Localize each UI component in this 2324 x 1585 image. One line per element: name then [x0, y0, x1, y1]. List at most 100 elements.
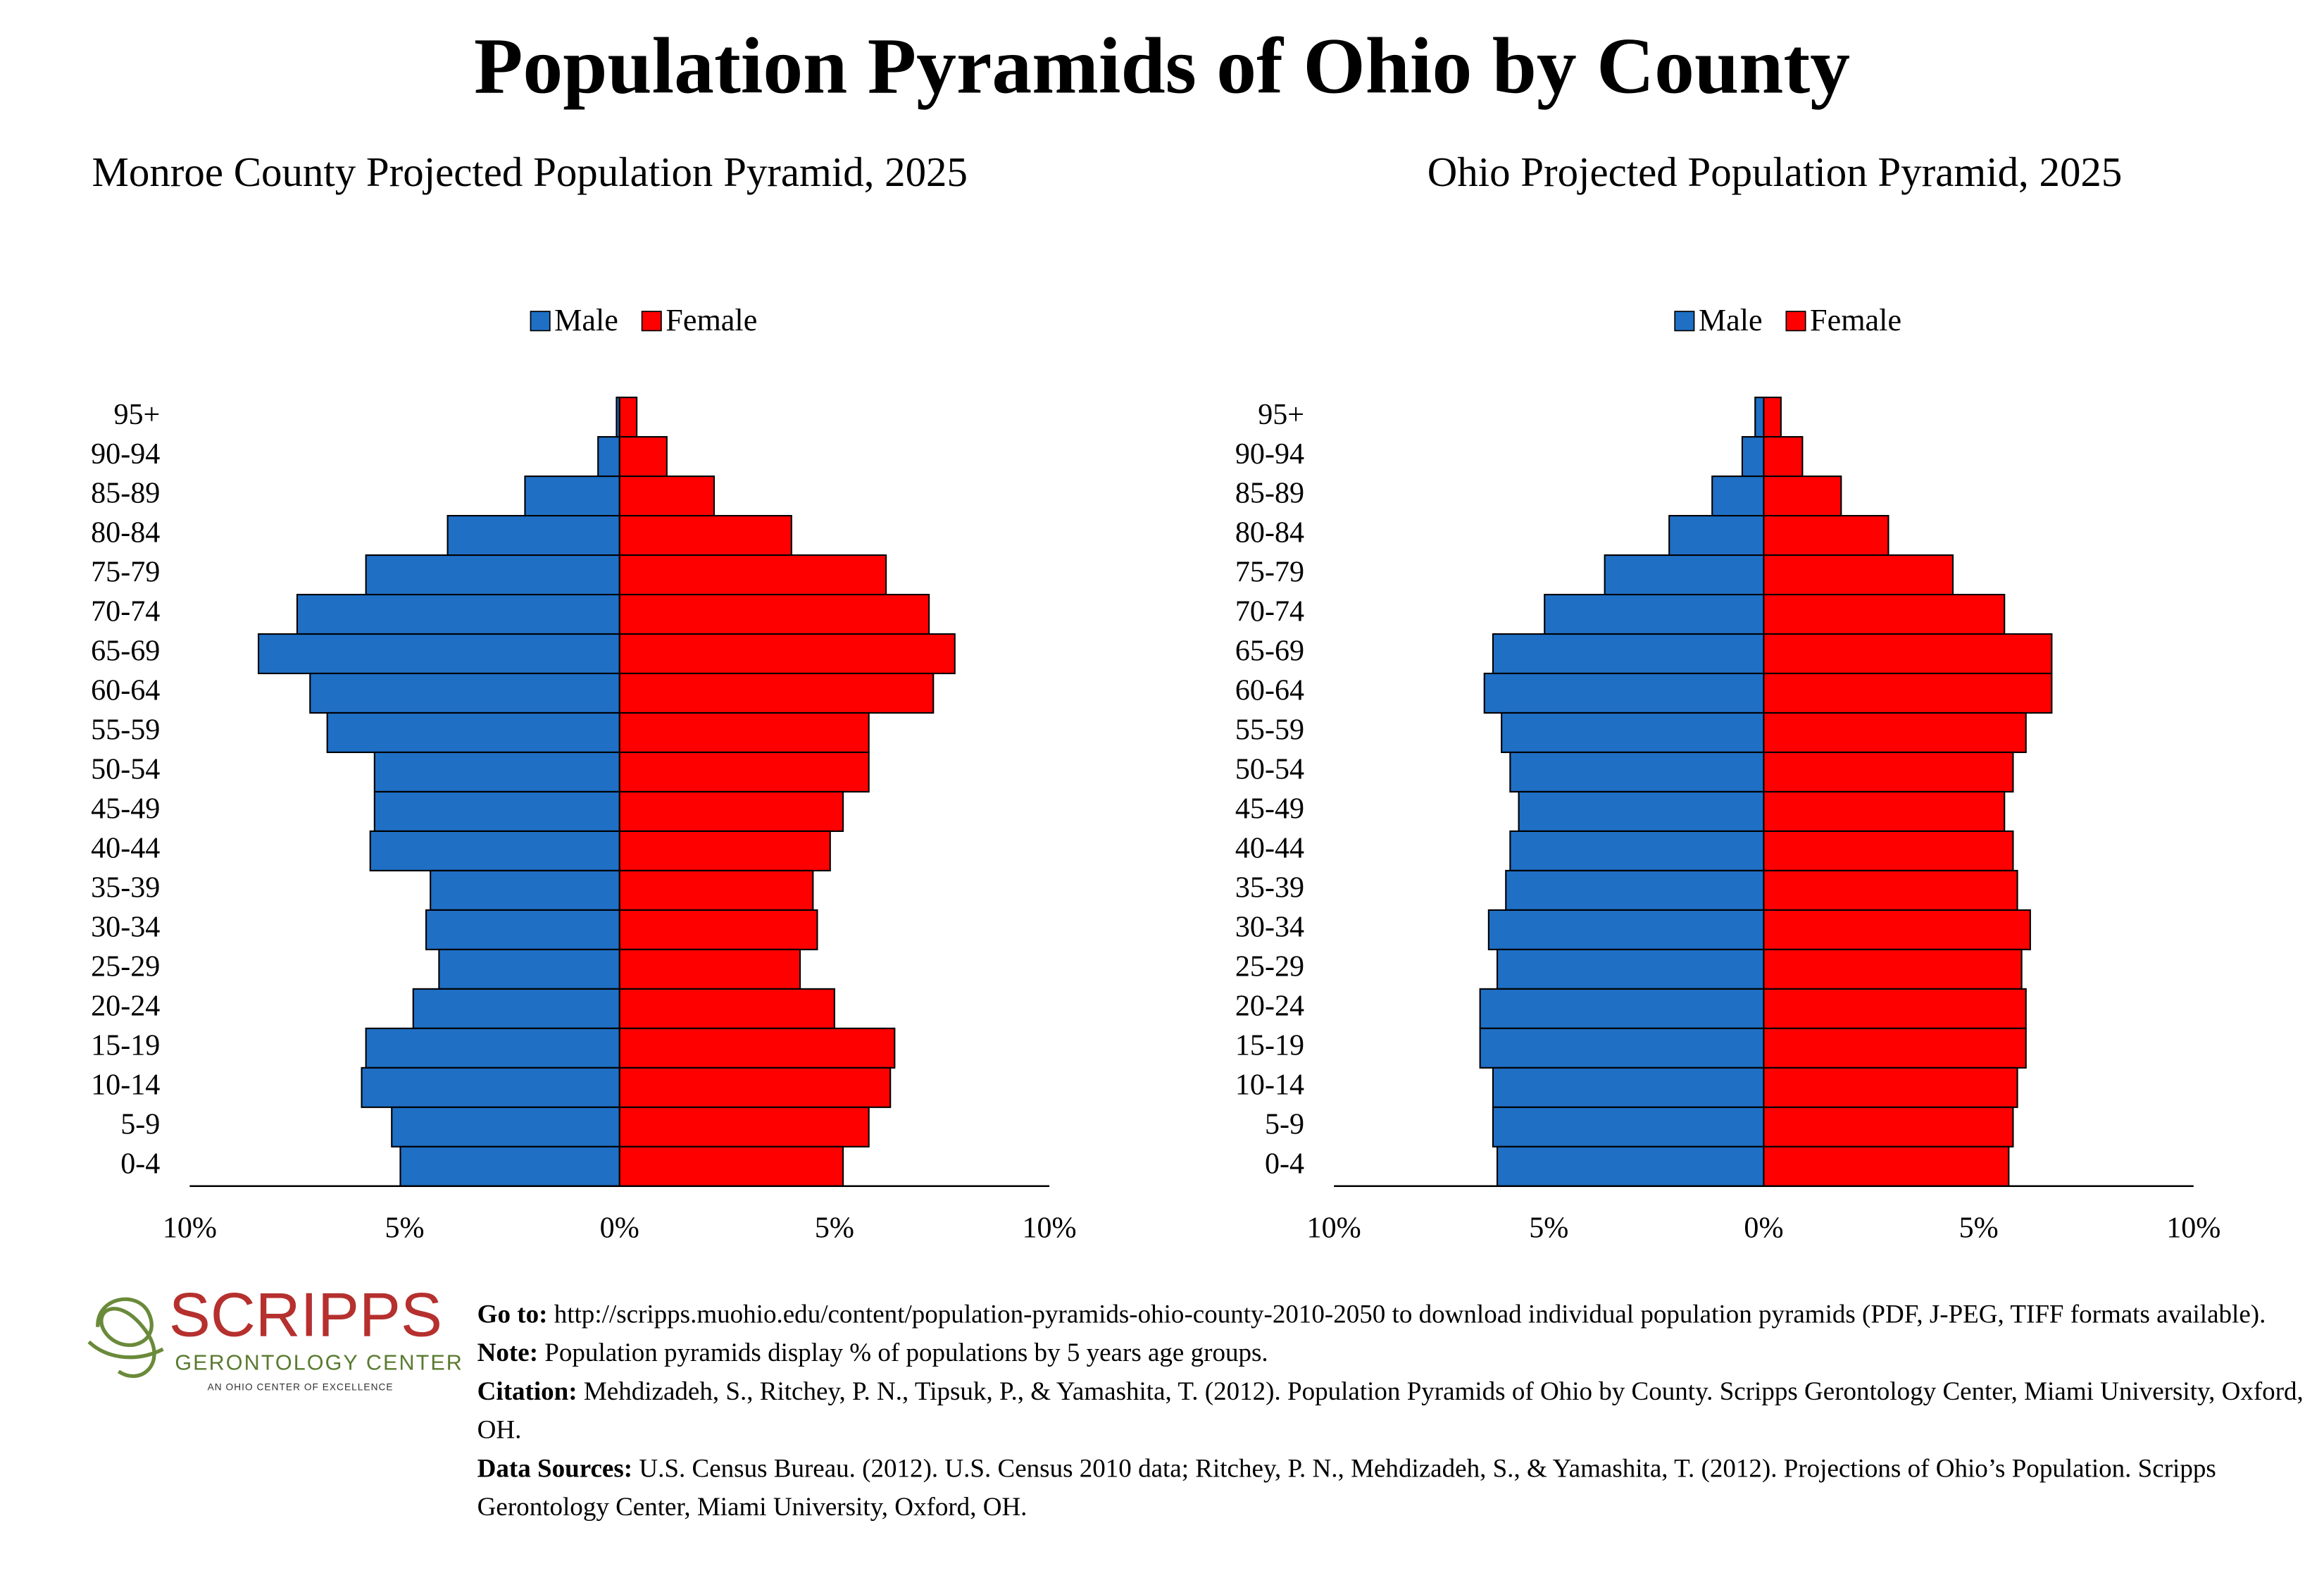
y-tick-label: 35-39 — [1235, 871, 1304, 905]
legend-label: Male — [1699, 303, 1763, 337]
bar — [618, 830, 831, 871]
bar — [1509, 751, 1765, 792]
logo: SCRIPPS GERONTOLOGY CENTER AN OHIO CENTE… — [87, 1280, 463, 1393]
bar — [361, 1067, 620, 1108]
y-tick-label: 15-19 — [1235, 1028, 1304, 1062]
y-tick-label: 55-59 — [91, 714, 160, 747]
note: Citation: Mehdizadeh, S., Ritchey, P. N.… — [477, 1372, 2316, 1448]
bar — [1711, 476, 1765, 517]
y-tick-label: 10-14 — [1235, 1068, 1304, 1101]
bar — [1763, 711, 2027, 754]
y-tick-label: 95+ — [113, 398, 160, 431]
bar — [438, 948, 620, 990]
bar — [1492, 1067, 1765, 1108]
bar — [1754, 397, 1765, 438]
bar — [1501, 711, 1765, 754]
bar — [1763, 751, 2014, 792]
bar — [618, 633, 956, 675]
bar — [391, 1106, 620, 1148]
logo-name: SCRIPPS — [169, 1280, 442, 1350]
bar — [365, 1027, 620, 1069]
note-label: Go to: — [477, 1298, 548, 1329]
bar — [1763, 1027, 2027, 1069]
bar — [399, 1145, 620, 1187]
y-tick-label: 80-84 — [91, 516, 160, 549]
bar — [309, 672, 620, 714]
bar — [1763, 830, 2014, 871]
notes: Go to: http://scripps.muohio.edu/content… — [477, 1294, 2316, 1525]
bar — [618, 672, 935, 714]
x-tick-label: 10% — [1307, 1212, 1361, 1245]
y-tick-label: 5-9 — [1265, 1107, 1304, 1140]
bar — [1763, 1067, 2018, 1108]
x-tick-label: 10% — [163, 1212, 217, 1245]
legend-swatch — [530, 311, 551, 332]
y-tick-label: 50-54 — [91, 753, 160, 786]
x-tick-label: 5% — [1529, 1212, 1568, 1245]
bar — [618, 948, 801, 990]
bar — [618, 790, 844, 832]
x-tick-label: 5% — [815, 1212, 854, 1245]
logo-swirl — [87, 1297, 164, 1379]
y-tick-label: 80-84 — [1235, 516, 1304, 549]
note-text: Mehdizadeh, S., Ritchey, P. N., Tipsuk, … — [477, 1376, 2304, 1444]
bar — [524, 476, 620, 517]
bar — [618, 988, 835, 1029]
bar — [618, 869, 814, 911]
bar — [1497, 948, 1765, 990]
bar — [1497, 1145, 1765, 1187]
bar — [618, 554, 887, 596]
y-tick-label: 55-59 — [1235, 714, 1304, 747]
y-tick-label: 25-29 — [91, 950, 160, 983]
logo-subtitle: GERONTOLOGY CENTER — [175, 1350, 463, 1374]
bar — [1763, 593, 2006, 635]
y-tick-label: 0-4 — [120, 1147, 160, 1180]
bar — [618, 751, 870, 792]
y-tick-label: 90-94 — [1235, 437, 1304, 471]
legend-swatch — [1785, 311, 1806, 332]
bar — [597, 436, 620, 478]
y-tick-label: 0-4 — [1265, 1147, 1304, 1180]
legend-label: Male — [554, 303, 618, 337]
note-label: Data Sources: — [477, 1453, 633, 1483]
bar — [1518, 790, 1765, 832]
note-text: U.S. Census Bureau. (2012). U.S. Census … — [477, 1453, 2216, 1522]
bar — [1483, 672, 1765, 714]
logo-tagline: AN OHIO CENTER OF EXCELLENCE — [208, 1382, 394, 1393]
y-tick-label: 95+ — [1258, 398, 1304, 431]
bar — [1763, 633, 2053, 675]
note: Go to: http://scripps.muohio.edu/content… — [477, 1294, 2316, 1333]
bar — [365, 554, 620, 596]
y-tick-label: 50-54 — [1235, 753, 1304, 786]
y-tick-label: 20-24 — [91, 990, 160, 1023]
bar — [1763, 476, 1842, 517]
chart-subtitle: Ohio Projected Population Pyramid, 2025 — [1427, 149, 2123, 195]
x-tick-label: 5% — [1959, 1212, 1999, 1245]
bar — [618, 1106, 870, 1148]
y-tick-label: 10-14 — [91, 1068, 160, 1101]
bar — [1763, 672, 2053, 714]
y-tick-label: 30-34 — [1235, 911, 1304, 944]
bar — [1479, 988, 1765, 1029]
x-tick-label: 5% — [385, 1212, 425, 1245]
y-tick-label: 20-24 — [1235, 990, 1304, 1023]
bar — [430, 869, 620, 911]
y-tick-label: 60-64 — [1235, 674, 1304, 707]
bar — [257, 633, 620, 675]
bar — [1492, 633, 1765, 675]
y-tick-label: 75-79 — [1235, 556, 1304, 589]
y-tick-label: 25-29 — [1235, 950, 1304, 983]
bar — [1509, 830, 1765, 871]
y-tick-label: 60-64 — [91, 674, 160, 707]
bar — [1479, 1027, 1765, 1069]
y-tick-label: 85-89 — [1235, 477, 1304, 510]
chart-subtitle: Monroe County Projected Population Pyram… — [92, 149, 967, 195]
y-tick-label: 90-94 — [91, 437, 160, 471]
bar — [618, 515, 792, 557]
x-tick-label: 10% — [1022, 1212, 1076, 1245]
bar — [1763, 790, 2006, 832]
bar — [618, 1027, 896, 1069]
note-text: http://scripps.muohio.edu/content/popula… — [554, 1298, 2266, 1329]
bar — [1763, 1106, 2014, 1148]
